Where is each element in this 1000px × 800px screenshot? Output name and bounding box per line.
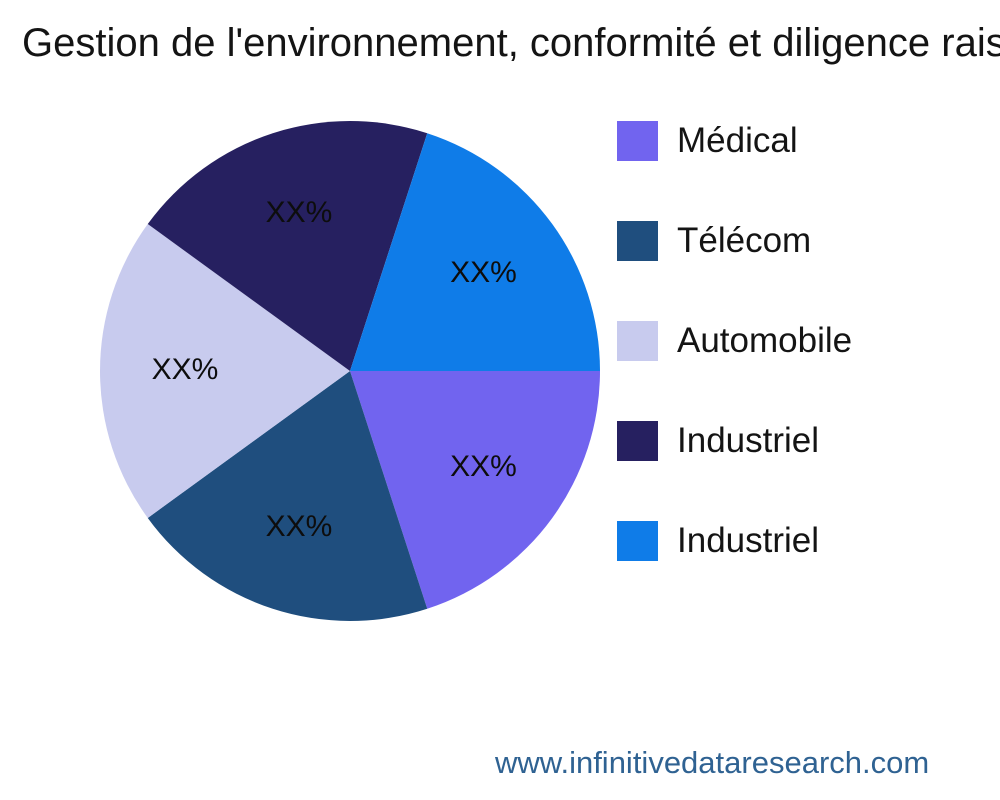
legend-item-1: Télécom <box>617 221 852 261</box>
pie-slice-label-3: XX% <box>266 196 333 229</box>
pie-slice-label-1: XX% <box>266 510 333 543</box>
legend-swatch-4 <box>617 521 658 561</box>
pie-slice-3 <box>147 121 428 372</box>
legend-item-0: Médical <box>617 121 852 161</box>
pie-slice-label-0: XX% <box>450 450 517 483</box>
pie-slice-label-2: XX% <box>152 353 219 386</box>
legend-label-2: Automobile <box>677 321 853 360</box>
legend-swatch-1 <box>617 221 658 261</box>
legend-swatch-3 <box>617 421 658 461</box>
pie-slice-2 <box>100 224 351 518</box>
legend-label-0: Médical <box>677 121 798 160</box>
legend-label-4: Industriel <box>677 521 820 560</box>
legend-item-4: Industriel <box>617 521 852 561</box>
legend-item-3: Industriel <box>617 421 852 461</box>
pie-slice-4 <box>350 133 600 371</box>
legend-item-2: Automobile <box>617 321 852 361</box>
legend-label-3: Industriel <box>677 421 820 460</box>
pie-chart: XX% XX% XX% XX% XX% <box>100 121 600 621</box>
watermark-text: www.infinitivedataresearch.com <box>495 745 930 780</box>
legend-label-1: Télécom <box>677 221 812 260</box>
chart-title: Gestion de l'environnement, conformité e… <box>22 21 1000 65</box>
pie-slice-1 <box>147 371 428 621</box>
pie-slice-label-4: XX% <box>450 256 517 289</box>
pie-slice-0 <box>350 371 600 609</box>
legend-swatch-2 <box>617 321 658 361</box>
legend-swatch-0 <box>617 121 658 161</box>
legend: Médical Télécom Automobile Industriel Indust… <box>617 121 852 561</box>
